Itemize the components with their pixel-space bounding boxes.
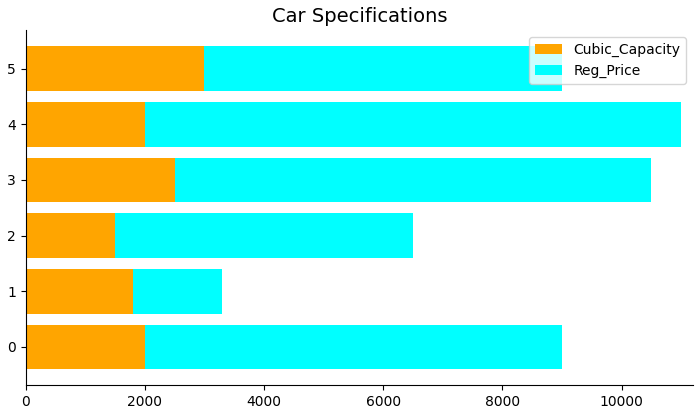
Bar (145, 102, 681, 146)
Title: Car Specifications: Car Specifications (272, 7, 447, 26)
Bar (25, 324, 145, 369)
Bar (133, 269, 222, 314)
Bar (174, 158, 651, 202)
Bar (25, 158, 174, 202)
Bar (25, 47, 204, 91)
Legend: Cubic_Capacity, Reg_Price: Cubic_Capacity, Reg_Price (529, 37, 686, 84)
Bar (25, 102, 145, 146)
Bar (25, 213, 115, 258)
Bar (25, 269, 133, 314)
Bar (145, 324, 562, 369)
Bar (115, 213, 413, 258)
Bar (204, 47, 562, 91)
